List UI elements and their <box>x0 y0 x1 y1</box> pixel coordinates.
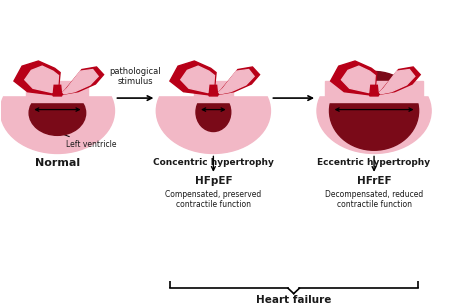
Bar <box>0 61 123 95</box>
Polygon shape <box>14 61 60 95</box>
Text: Concentric hypertrophy: Concentric hypertrophy <box>153 158 274 167</box>
Polygon shape <box>216 67 260 95</box>
Polygon shape <box>341 66 375 92</box>
Bar <box>148 61 279 95</box>
Polygon shape <box>219 70 254 94</box>
Text: Normal: Normal <box>35 158 80 168</box>
Polygon shape <box>181 66 214 92</box>
Text: HFrEF: HFrEF <box>357 176 392 186</box>
Bar <box>194 81 233 102</box>
Polygon shape <box>170 61 216 95</box>
Polygon shape <box>63 70 98 94</box>
Ellipse shape <box>329 71 419 150</box>
Text: Left ventricle: Left ventricle <box>44 127 116 149</box>
Text: Compensated, preserved
contractile function: Compensated, preserved contractile funct… <box>165 190 262 209</box>
Ellipse shape <box>156 68 271 153</box>
Polygon shape <box>25 66 58 92</box>
Bar <box>325 81 423 102</box>
Ellipse shape <box>317 68 431 153</box>
Bar <box>309 61 439 95</box>
Polygon shape <box>60 67 104 95</box>
Ellipse shape <box>29 91 86 135</box>
Polygon shape <box>377 67 420 95</box>
Polygon shape <box>380 70 415 94</box>
Polygon shape <box>53 85 62 96</box>
Text: HFpEF: HFpEF <box>194 176 232 186</box>
Bar <box>27 81 89 102</box>
Polygon shape <box>370 85 378 96</box>
Text: Heart failure: Heart failure <box>256 295 331 305</box>
Polygon shape <box>330 61 377 95</box>
Text: Eccentric hypertrophy: Eccentric hypertrophy <box>318 158 430 167</box>
Ellipse shape <box>0 68 115 153</box>
Polygon shape <box>209 85 218 96</box>
Ellipse shape <box>196 93 231 132</box>
Text: Decompensated, reduced
contractile function: Decompensated, reduced contractile funct… <box>325 190 423 209</box>
Text: pathological
stimulus: pathological stimulus <box>109 67 161 86</box>
